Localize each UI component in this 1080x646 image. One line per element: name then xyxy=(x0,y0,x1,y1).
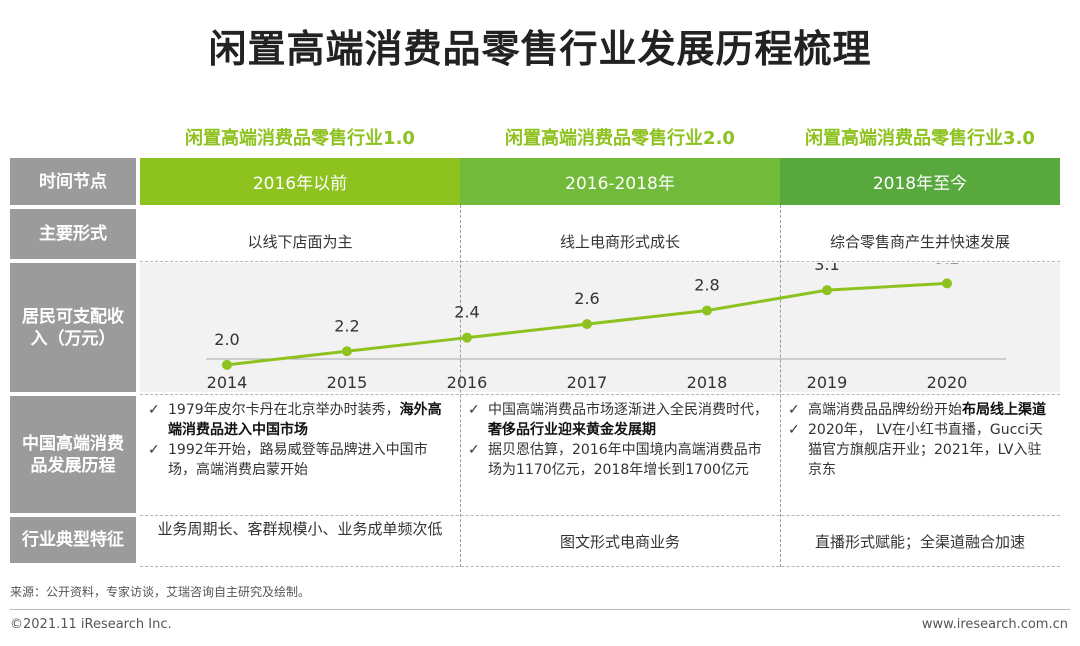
row-label-time: 时间节点 xyxy=(10,158,136,205)
website: www.iresearch.com.cn xyxy=(921,617,1068,632)
row-label-history-line1: 中国高端消费 xyxy=(22,433,124,454)
row-divider-4 xyxy=(140,566,1060,567)
history-col-1-item-1-text: 1979年皮尔卡丹在北京举办时装秀， xyxy=(168,402,400,418)
data-point-2016 xyxy=(462,332,472,343)
history-col-1-item-1: ✓ 1979年皮尔卡丹在北京举办时装秀，海外高端消费品进入中国市场 xyxy=(148,400,454,440)
feature-cell-1: 业务周期长、客群规模小、业务成单频次低 xyxy=(157,520,443,538)
row-label-income: 居民可支配收 入（万元） xyxy=(10,263,136,392)
check-icon: ✓ xyxy=(788,422,800,438)
period-cell-3: 2018年至今 xyxy=(780,158,1060,205)
data-point-2015 xyxy=(342,346,352,357)
data-label-2020: 3.2 xyxy=(934,263,959,267)
data-label-2015: 2.2 xyxy=(334,316,359,335)
form-cell-3: 综合零售商产生并快速发展 xyxy=(829,233,1010,251)
x-tick-2015: 2015 xyxy=(327,373,368,392)
history-col-1-item-2-text: 1992年开始，路易威登等品牌进入中国市场，高端消费启蒙开始 xyxy=(168,442,428,478)
row-divider-1 xyxy=(140,261,1060,262)
history-col-3: ✓ 高端消费品品牌纷纷开始布局线上渠道 ✓ 2020年， LV在小红书直播，Gu… xyxy=(788,400,1054,480)
history-col-2-item-1: ✓ 中国高端消费品市场逐渐进入全民消费时代， 奢侈品行业迎来黄金发展期 xyxy=(468,400,774,440)
history-col-3-item-1: ✓ 高端消费品品牌纷纷开始布局线上渠道 xyxy=(788,400,1054,420)
x-tick-2014: 2014 xyxy=(207,373,248,392)
form-cell-2: 线上电商形式成长 xyxy=(559,233,680,251)
check-icon: ✓ xyxy=(788,402,800,418)
copyright: ©2021.11 iResearch Inc. xyxy=(10,617,172,632)
history-col-2-item-1-bold: 奢侈品行业迎来黄金发展期 xyxy=(488,422,656,438)
period-cell-2: 2016-2018年 xyxy=(460,158,780,205)
history-col-2-item-2-text: 据贝恩估算，2016年中国境内高端消费品市场为1170亿元，2018年增长到17… xyxy=(488,442,762,478)
row-label-income-line1: 居民可支配收 xyxy=(22,306,124,327)
history-col-1-item-2: ✓ 1992年开始，路易威登等品牌进入中国市场，高端消费启蒙开始 xyxy=(148,440,454,480)
history-col-1: ✓ 1979年皮尔卡丹在北京举办时装秀，海外高端消费品进入中国市场 ✓ 1992… xyxy=(148,400,454,480)
history-col-2-item-1-text: 中国高端消费品市场逐渐进入全民消费时代， xyxy=(488,402,768,418)
history-col-2: ✓ 中国高端消费品市场逐渐进入全民消费时代， 奢侈品行业迎来黄金发展期 ✓ 据贝恩… xyxy=(468,400,774,480)
check-icon: ✓ xyxy=(148,442,160,458)
era-3-label: 闲置高端消费品零售行业3.0 xyxy=(805,128,1035,149)
row-label-feature: 行业典型特征 xyxy=(10,517,136,563)
history-col-3-item-1-bold: 布局线上渠道 xyxy=(962,402,1046,418)
data-label-2018: 2.8 xyxy=(694,276,719,295)
source-note: 来源：公开资料，专家访谈，艾瑞咨询自主研究及绘制。 xyxy=(10,585,311,599)
history-col-1-item-1-bold: 海外高端消费品进入中国市场 xyxy=(168,402,442,438)
feature-cell-2: 图文形式电商业务 xyxy=(559,533,680,551)
row-divider-3 xyxy=(140,515,1060,516)
data-point-2017 xyxy=(582,319,592,330)
x-tick-2017: 2017 xyxy=(567,373,608,392)
check-icon: ✓ xyxy=(468,402,480,418)
feature-cell-3: 直播形式赋能；全渠道融合加速 xyxy=(814,533,1025,551)
data-label-2019: 3.1 xyxy=(814,263,839,274)
x-tick-2020: 2020 xyxy=(927,373,968,392)
era-2-label: 闲置高端消费品零售行业2.0 xyxy=(505,128,735,149)
row-label-income-line2: 入（万元） xyxy=(30,328,116,349)
history-col-3-item-1-text: 高端消费品品牌纷纷开始 xyxy=(808,402,962,418)
check-icon: ✓ xyxy=(468,442,480,458)
row-label-history-line2: 品发展历程 xyxy=(30,455,116,476)
data-point-2018 xyxy=(702,305,712,316)
x-tick-2016: 2016 xyxy=(447,373,488,392)
footer-divider xyxy=(10,609,1070,610)
history-col-3-item-2: ✓ 2020年， LV在小红书直播，Gucci天猫官方旗舰店开业；2021年，L… xyxy=(788,420,1054,480)
page-title: 闲置高端消费品零售行业发展历程梳理 xyxy=(208,27,872,71)
column-divider-1 xyxy=(460,205,461,567)
data-label-2016: 2.4 xyxy=(454,303,479,322)
era-1-label: 闲置高端消费品零售行业1.0 xyxy=(185,128,415,149)
data-label-2014: 2.0 xyxy=(214,330,239,349)
check-icon: ✓ xyxy=(148,402,160,418)
row-label-history: 中国高端消费 品发展历程 xyxy=(10,396,136,513)
data-point-2020 xyxy=(942,278,952,289)
income-line-chart: 2.0 2014 2.2 2015 2.4 2016 2.6 2017 2.8 2018 3.1 20… xyxy=(206,263,1006,392)
data-point-2014 xyxy=(222,359,232,370)
data-point-2019 xyxy=(822,285,832,296)
history-col-3-item-2-text: 2020年， LV在小红书直播，Gucci天猫官方旗舰店开业；2021年，LV入… xyxy=(808,422,1043,478)
row-label-form: 主要形式 xyxy=(10,209,136,259)
column-divider-2 xyxy=(780,205,781,567)
data-label-2017: 2.6 xyxy=(574,289,599,308)
x-tick-2019: 2019 xyxy=(807,373,848,392)
x-tick-2018: 2018 xyxy=(687,373,728,392)
period-cell-1: 2016年以前 xyxy=(140,158,460,205)
form-cell-1: 以线下店面为主 xyxy=(247,233,353,251)
row-divider-2 xyxy=(140,394,1060,395)
history-col-2-item-2: ✓ 据贝恩估算，2016年中国境内高端消费品市场为1170亿元，2018年增长到… xyxy=(468,440,774,480)
